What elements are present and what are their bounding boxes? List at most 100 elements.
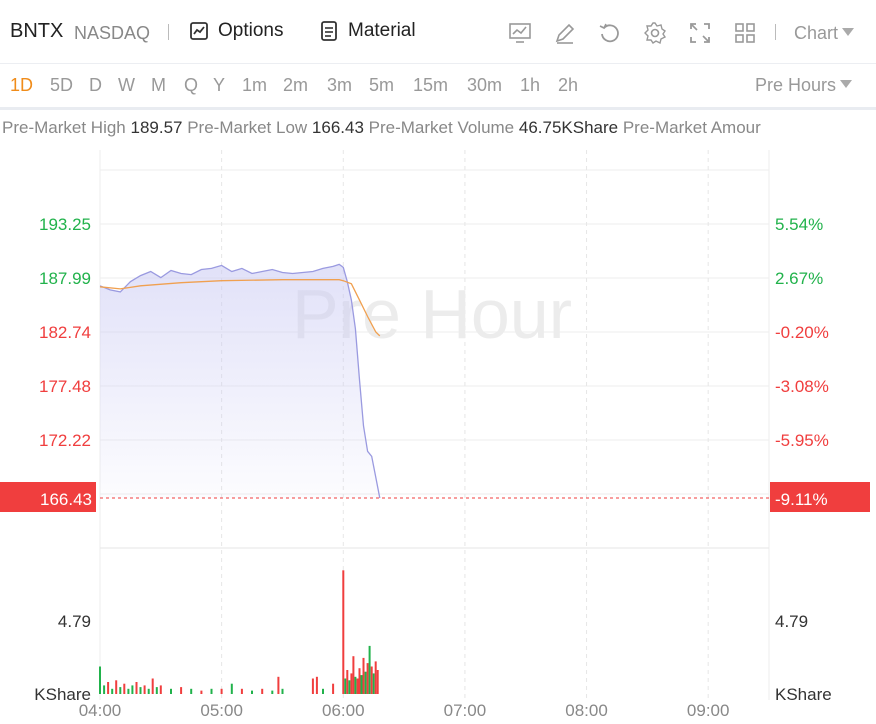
price-area [100,264,380,498]
volume-bar [356,678,359,694]
stat-value: 189.57 [130,118,183,137]
tab-period-2m[interactable]: 2m [283,75,309,95]
chart-type-label: Chart [794,23,839,43]
tab-period-5d[interactable]: 5D [50,75,74,95]
session-label: Pre Hours [755,75,837,95]
volume-bar [370,666,373,694]
options-label: Options [218,20,284,41]
ticker-symbol: BNTX [10,20,64,42]
volume-bar [123,683,126,694]
current-pct-label: -9.11% [775,490,828,509]
volume-bar [281,688,284,694]
stat-label: Pre-Market High [2,118,131,137]
grid-lines [99,150,770,700]
volume-bar [127,688,130,694]
stat-label: Pre-Market Amour [618,118,761,137]
tab-period-q[interactable]: Q [184,75,199,95]
volume-tick-label-left: 4.79 [58,612,91,631]
session-dropdown[interactable]: Pre Hours [755,75,853,96]
volume-bar [111,688,114,694]
volume-bar [277,676,280,694]
tab-period-y[interactable]: Y [213,75,226,95]
volume-bar [170,688,172,694]
top-toolbar: BNTX NASDAQ Options Material Chart [0,0,876,64]
volume-bar [119,687,122,694]
volume-bar [251,690,253,694]
volume-unit-right: KShare [775,685,832,704]
tab-period-m[interactable]: M [151,75,166,95]
volume-bar [348,680,351,694]
pct-tick-label: -0.20% [775,323,829,342]
pct-tick-label: -5.95% [775,431,829,450]
volume-bar [155,687,158,694]
tab-period-5m[interactable]: 5m [369,75,395,95]
tab-period-d[interactable]: D [89,75,102,95]
volume-bar [342,570,345,694]
volume-bar [352,656,355,694]
x-tick-label: 04:00 [79,701,122,720]
price-tick-label: 182.74 [39,323,91,342]
chart-type-dropdown[interactable]: Chart [794,23,855,44]
tab-period-1d[interactable]: 1D [10,75,34,95]
layout-icon[interactable] [733,21,757,45]
volume-bar [107,682,110,694]
stat-value: 46.75KShare [518,118,619,137]
volume-bar [364,671,367,694]
tab-period-2h[interactable]: 2h [558,75,579,95]
volume-bar [346,670,349,694]
pct-tick-label: 2.67% [775,269,823,288]
volume-bar [190,688,193,694]
volume-bar [332,683,335,694]
tab-period-w[interactable]: W [118,75,135,95]
x-tick-label: 09:00 [687,701,730,720]
volume-bar [180,687,183,694]
volume-bar [368,645,371,694]
volume-bar [360,675,363,694]
volume-bar [315,676,318,694]
stat-label: Pre-Market Low [182,118,312,137]
price-tick-label: 187.99 [39,269,91,288]
indicator-icon[interactable] [508,21,532,45]
volume-bar [159,685,162,694]
current-pct-badge [770,482,870,512]
gear-icon[interactable] [643,21,667,45]
stat-label: Pre-Market Volume [363,118,519,137]
volume-bar [311,678,314,694]
x-tick-label: 05:00 [200,701,243,720]
volume-tick-label-right: 4.79 [775,612,808,631]
volume-bar [374,661,377,694]
volume-bar [147,688,150,694]
draw-icon[interactable] [553,21,577,45]
volume-bar [99,666,101,694]
reset-icon[interactable] [598,21,622,45]
tab-period-15m[interactable]: 15m [413,75,449,95]
x-tick-label: 06:00 [322,701,365,720]
volume-bar [376,670,379,694]
volume-bar [143,685,146,694]
tab-period-1h[interactable]: 1h [520,75,541,95]
volume-bar [210,688,213,694]
volume-bar [322,688,324,694]
current-price-badge [0,482,96,512]
stat-value: 166.43 [311,118,364,137]
price-tick-label: 193.25 [39,215,91,234]
price-line [99,263,381,499]
volume-bar [220,688,223,694]
fullscreen-icon[interactable] [688,21,712,45]
volume-bar [200,690,203,694]
options-button[interactable]: Options [188,20,283,42]
material-button[interactable]: Material [318,20,416,42]
volume-bar [240,688,243,694]
divider [168,24,169,40]
chevron-down-icon [840,80,853,88]
tab-period-30m[interactable]: 30m [467,75,503,95]
tab-period-3m[interactable]: 3m [327,75,353,95]
current-price-label: 166.43 [40,490,92,509]
x-tick-label: 07:00 [444,701,487,720]
tab-period-1m[interactable]: 1m [242,75,268,95]
volume-bar [366,663,369,694]
volume-unit-left: KShare [34,685,91,704]
volume-bar [139,687,142,694]
volume-bar [103,685,106,694]
